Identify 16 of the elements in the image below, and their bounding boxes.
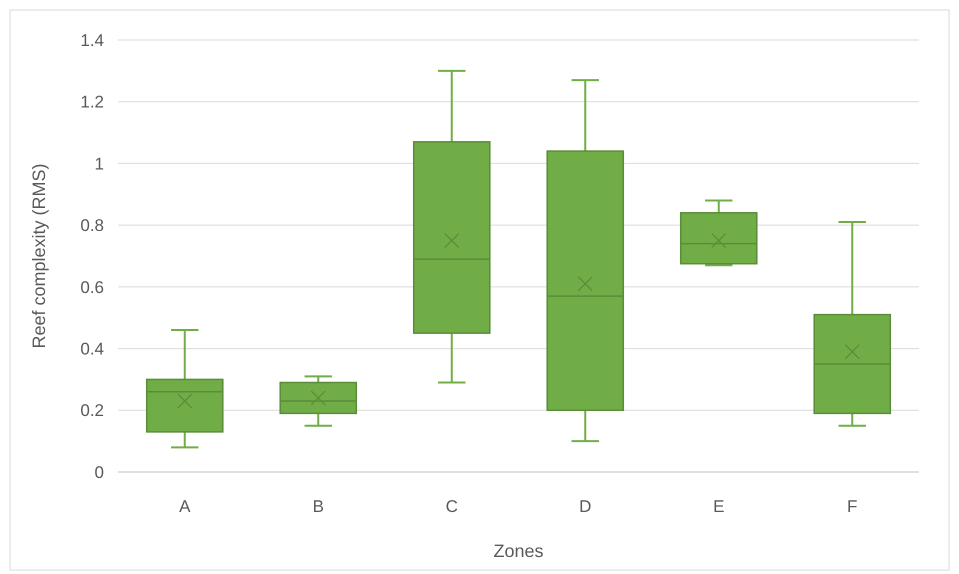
x-tick-label: A — [179, 497, 192, 516]
x-tick-label: E — [713, 497, 724, 516]
x-tick-label: D — [579, 497, 592, 516]
y-tick-label: 0.2 — [80, 401, 104, 420]
y-tick-label: 0.6 — [80, 278, 104, 297]
y-tick-label: 1.2 — [80, 92, 104, 112]
x-tick-label: B — [312, 497, 324, 516]
y-tick-label: 1.4 — [80, 30, 104, 50]
x-tick-label: C — [446, 497, 458, 516]
x-tick-label: F — [847, 497, 858, 516]
y-axis-title: Reef complexity (RMS) — [29, 163, 49, 349]
y-tick-label: 0.8 — [80, 216, 104, 236]
x-axis-title: Zones — [493, 541, 544, 561]
y-tick-label: 0 — [94, 462, 104, 482]
y-tick-label: 1 — [94, 154, 104, 174]
y-tick-label: 0.4 — [80, 340, 104, 359]
